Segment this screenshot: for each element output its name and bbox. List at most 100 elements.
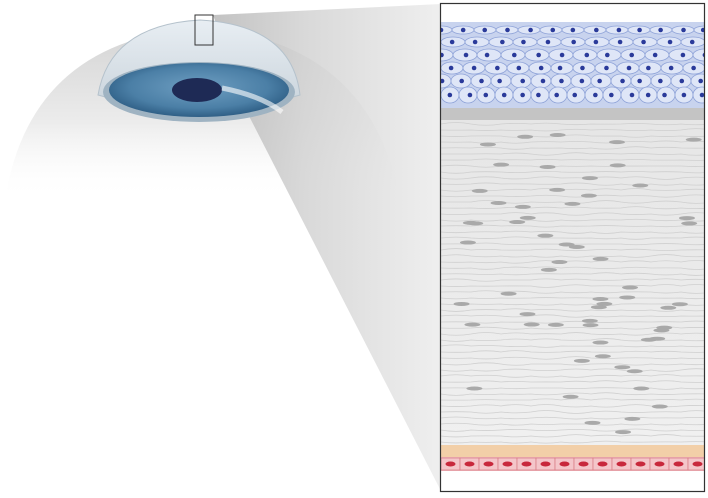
stroma-fiber bbox=[441, 122, 704, 126]
stroma-fiber bbox=[441, 344, 704, 348]
cell-nucleus bbox=[658, 78, 663, 84]
cell-nucleus bbox=[550, 27, 556, 33]
keratocyte bbox=[609, 140, 626, 145]
panel-border bbox=[439, 2, 706, 493]
cell-nucleus bbox=[691, 65, 696, 71]
stroma-fiber bbox=[441, 254, 704, 258]
cell-nucleus bbox=[463, 52, 469, 58]
stroma-fiber bbox=[441, 278, 704, 282]
cell-nucleus bbox=[572, 92, 578, 98]
cell-nucleus bbox=[668, 65, 674, 71]
cell-nucleus bbox=[441, 27, 444, 33]
stroma-fiber bbox=[441, 320, 704, 324]
cell-nucleus bbox=[500, 39, 505, 45]
endothelial-nucleus bbox=[692, 461, 703, 467]
stroma-fiber bbox=[441, 218, 704, 222]
stroma-fiber bbox=[441, 212, 704, 216]
pupil bbox=[172, 78, 222, 102]
stroma-fiber bbox=[441, 146, 704, 150]
keratocyte bbox=[462, 220, 479, 225]
keratocyte bbox=[490, 201, 507, 206]
stroma-fiber bbox=[441, 128, 704, 132]
stroma-fiber bbox=[441, 422, 704, 426]
keratocyte bbox=[519, 215, 536, 220]
keratocyte bbox=[624, 416, 641, 421]
cell-nucleus bbox=[580, 65, 585, 71]
endothelial-nucleus bbox=[483, 461, 494, 467]
cell-nucleus bbox=[571, 39, 576, 45]
cell-nucleus bbox=[554, 92, 559, 98]
keratocyte bbox=[479, 142, 496, 147]
cell-nucleus bbox=[505, 27, 510, 33]
keratocyte bbox=[660, 305, 677, 310]
stroma-fiber bbox=[441, 303, 704, 306]
zoom-cone bbox=[213, 4, 441, 491]
cell-nucleus bbox=[604, 52, 610, 58]
stroma-fiber bbox=[441, 362, 704, 366]
stroma-fiber bbox=[441, 356, 704, 360]
cell-nucleus bbox=[449, 39, 455, 45]
cell-nucleus bbox=[616, 27, 622, 33]
stroma-fiber bbox=[441, 338, 704, 342]
cell-nucleus bbox=[482, 27, 488, 33]
stroma-fiber bbox=[441, 297, 704, 300]
keratocyte bbox=[678, 216, 695, 221]
stroma-fiber bbox=[441, 308, 704, 312]
stroma-fiber bbox=[441, 176, 704, 180]
keratocyte bbox=[581, 176, 598, 181]
keratocyte bbox=[517, 134, 534, 139]
cell-nucleus bbox=[689, 39, 695, 45]
cell-nucleus bbox=[641, 39, 646, 45]
stroma-fiber bbox=[441, 434, 704, 438]
cell-nucleus bbox=[679, 78, 685, 84]
keratocyte bbox=[558, 242, 575, 247]
cell-nucleus bbox=[681, 27, 686, 33]
keratocyte bbox=[564, 201, 581, 206]
cell-nucleus bbox=[629, 92, 635, 98]
keratocyte bbox=[509, 220, 526, 225]
cell-nucleus bbox=[637, 78, 642, 84]
bowman-layer bbox=[441, 108, 704, 120]
endothelial-nucleus bbox=[597, 461, 608, 467]
cell-nucleus bbox=[662, 92, 667, 98]
stroma-fiber bbox=[441, 248, 704, 252]
keratocyte bbox=[573, 358, 590, 363]
endothelial-nucleus bbox=[540, 461, 551, 467]
keratocyte bbox=[568, 244, 585, 249]
highlight bbox=[221, 85, 284, 114]
stroma bbox=[441, 120, 704, 447]
keratocyte bbox=[592, 340, 609, 345]
keratocyte bbox=[466, 386, 483, 391]
endothelial-nucleus bbox=[464, 461, 475, 467]
epithelial-cell bbox=[692, 86, 704, 104]
cell-nucleus bbox=[484, 52, 490, 58]
cell-nucleus bbox=[479, 78, 484, 84]
keratocyte bbox=[651, 404, 668, 409]
keratocyte bbox=[671, 302, 688, 307]
stroma-fiber bbox=[441, 134, 704, 138]
keratocyte bbox=[592, 256, 609, 261]
stroma-fiber bbox=[441, 230, 704, 234]
cell-nucleus bbox=[584, 52, 590, 58]
cell-nucleus bbox=[604, 65, 609, 71]
cell-nucleus bbox=[447, 92, 453, 98]
keratocyte bbox=[596, 301, 613, 306]
keratocyte bbox=[453, 301, 470, 306]
cell-nucleus bbox=[471, 65, 477, 71]
stroma-fiber bbox=[441, 272, 704, 276]
cell-nucleus bbox=[521, 39, 526, 45]
cell-nucleus bbox=[545, 39, 551, 45]
cell-nucleus bbox=[700, 27, 704, 33]
stroma-fiber bbox=[441, 380, 704, 383]
keratocyte bbox=[632, 183, 649, 188]
cell-nucleus bbox=[680, 52, 686, 58]
cell-nucleus bbox=[540, 78, 546, 84]
layers bbox=[441, 22, 704, 471]
stroma-fiber bbox=[441, 410, 704, 414]
keratocyte bbox=[584, 420, 601, 425]
stroma-fiber bbox=[441, 182, 704, 186]
cell-nucleus bbox=[528, 27, 533, 33]
stroma-fiber bbox=[441, 260, 704, 264]
endothelial-nucleus bbox=[445, 461, 456, 467]
